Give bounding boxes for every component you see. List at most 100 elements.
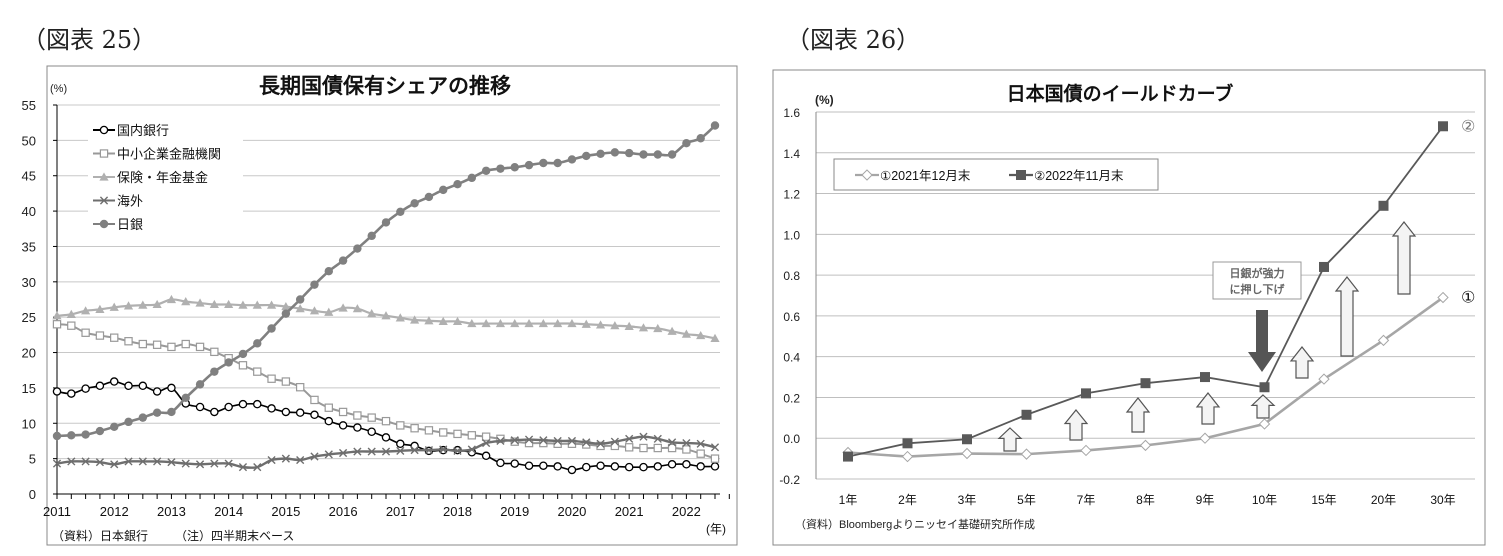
data-point	[1200, 372, 1210, 383]
data-point	[295, 295, 305, 304]
data-point	[253, 399, 262, 409]
data-point	[667, 438, 677, 447]
data-point	[324, 267, 333, 276]
data-point	[253, 463, 262, 472]
y-tick-label: 5	[29, 452, 36, 467]
x-tick-label: 10年	[1252, 493, 1277, 507]
legend-label: 海外	[117, 194, 143, 209]
data-point	[452, 316, 463, 326]
data-point	[1258, 418, 1271, 430]
data-point	[1199, 432, 1211, 444]
x-tick-label: 2017	[386, 504, 415, 519]
data-point	[152, 299, 162, 309]
data-point	[410, 199, 419, 208]
x-tick-label: 3年	[958, 493, 977, 507]
chart-title: 長期国債保有シェアの推移	[259, 74, 511, 98]
up-arrow-icon	[997, 427, 1023, 452]
data-point	[610, 437, 619, 446]
data-point	[338, 407, 348, 417]
y-tick-label: 50	[22, 133, 36, 148]
data-point	[181, 393, 190, 403]
data-point	[496, 458, 505, 468]
y-tick-label: -0.2	[779, 473, 800, 487]
data-point	[596, 461, 605, 470]
data-point	[624, 462, 634, 472]
data-point	[109, 302, 119, 311]
legend-label: ①2021年12月末	[880, 169, 971, 183]
up-arrow-icon	[1250, 394, 1276, 419]
data-point	[238, 361, 248, 370]
data-point	[195, 342, 205, 352]
data-point	[510, 437, 519, 446]
figure-label-26: （図表 26）	[786, 26, 921, 54]
data-point	[281, 377, 291, 386]
data-point	[595, 320, 606, 329]
legend: ①2021年12月末 ②2022年11月末	[833, 158, 1159, 191]
data-point	[67, 321, 76, 330]
data-point	[95, 304, 105, 314]
legend-marker	[99, 196, 109, 205]
x-tick-label: 2012	[100, 504, 129, 519]
y-tick-label: 0.0	[783, 432, 800, 446]
y-axis-unit: (%)	[50, 83, 67, 95]
data-point	[682, 438, 691, 448]
y-tick-label: 0.2	[783, 391, 800, 405]
legend-marker	[99, 172, 109, 181]
data-point	[424, 426, 434, 435]
y-tick-label: 1.6	[783, 106, 800, 120]
data-point	[195, 460, 205, 469]
data-point	[1021, 409, 1032, 420]
data-point	[252, 300, 262, 309]
data-point	[238, 463, 248, 472]
data-point	[224, 402, 233, 412]
x-tick-label: 15年	[1311, 493, 1336, 507]
data-point	[52, 320, 62, 329]
data-point	[267, 455, 276, 465]
x-tick-label: 2022	[672, 504, 701, 519]
data-point	[138, 457, 147, 466]
data-point	[95, 381, 105, 391]
data-point	[696, 330, 706, 340]
data-point	[481, 432, 491, 441]
source-note: （資料）日本銀行	[52, 529, 148, 543]
data-point	[110, 422, 119, 432]
data-point	[582, 438, 591, 447]
data-point	[395, 313, 405, 322]
data-point	[109, 377, 119, 386]
data-point	[67, 389, 76, 398]
data-point	[710, 443, 720, 452]
data-point	[324, 403, 333, 412]
data-point	[209, 299, 219, 309]
x-tick-label: 1年	[839, 493, 858, 507]
data-point	[1377, 334, 1390, 347]
data-point	[281, 407, 291, 417]
data-point	[95, 426, 105, 436]
data-point	[510, 318, 520, 328]
x-tick-label: 8年	[1136, 493, 1155, 507]
data-point	[424, 316, 434, 325]
series-②: ②	[843, 118, 1475, 462]
data-point	[296, 455, 305, 465]
data-point	[1437, 291, 1449, 304]
data-point	[253, 339, 262, 348]
footnote: （注）四半期末ベース	[175, 528, 294, 543]
data-point	[710, 462, 720, 471]
data-point	[582, 151, 591, 161]
data-point	[410, 315, 420, 324]
data-point	[353, 447, 362, 456]
data-point	[381, 218, 391, 227]
up-arrow-icon	[1125, 397, 1151, 433]
legend-marker	[99, 219, 109, 229]
data-point	[1020, 448, 1033, 460]
data-point	[338, 303, 348, 312]
data-point	[625, 434, 634, 443]
y-tick-label: 45	[22, 169, 36, 184]
data-point	[324, 416, 334, 426]
data-point	[439, 185, 448, 195]
data-point	[238, 300, 248, 309]
figure-label-25: （図表 25）	[22, 26, 157, 54]
data-point	[439, 428, 448, 437]
data-point	[367, 309, 377, 318]
data-point	[624, 443, 634, 452]
